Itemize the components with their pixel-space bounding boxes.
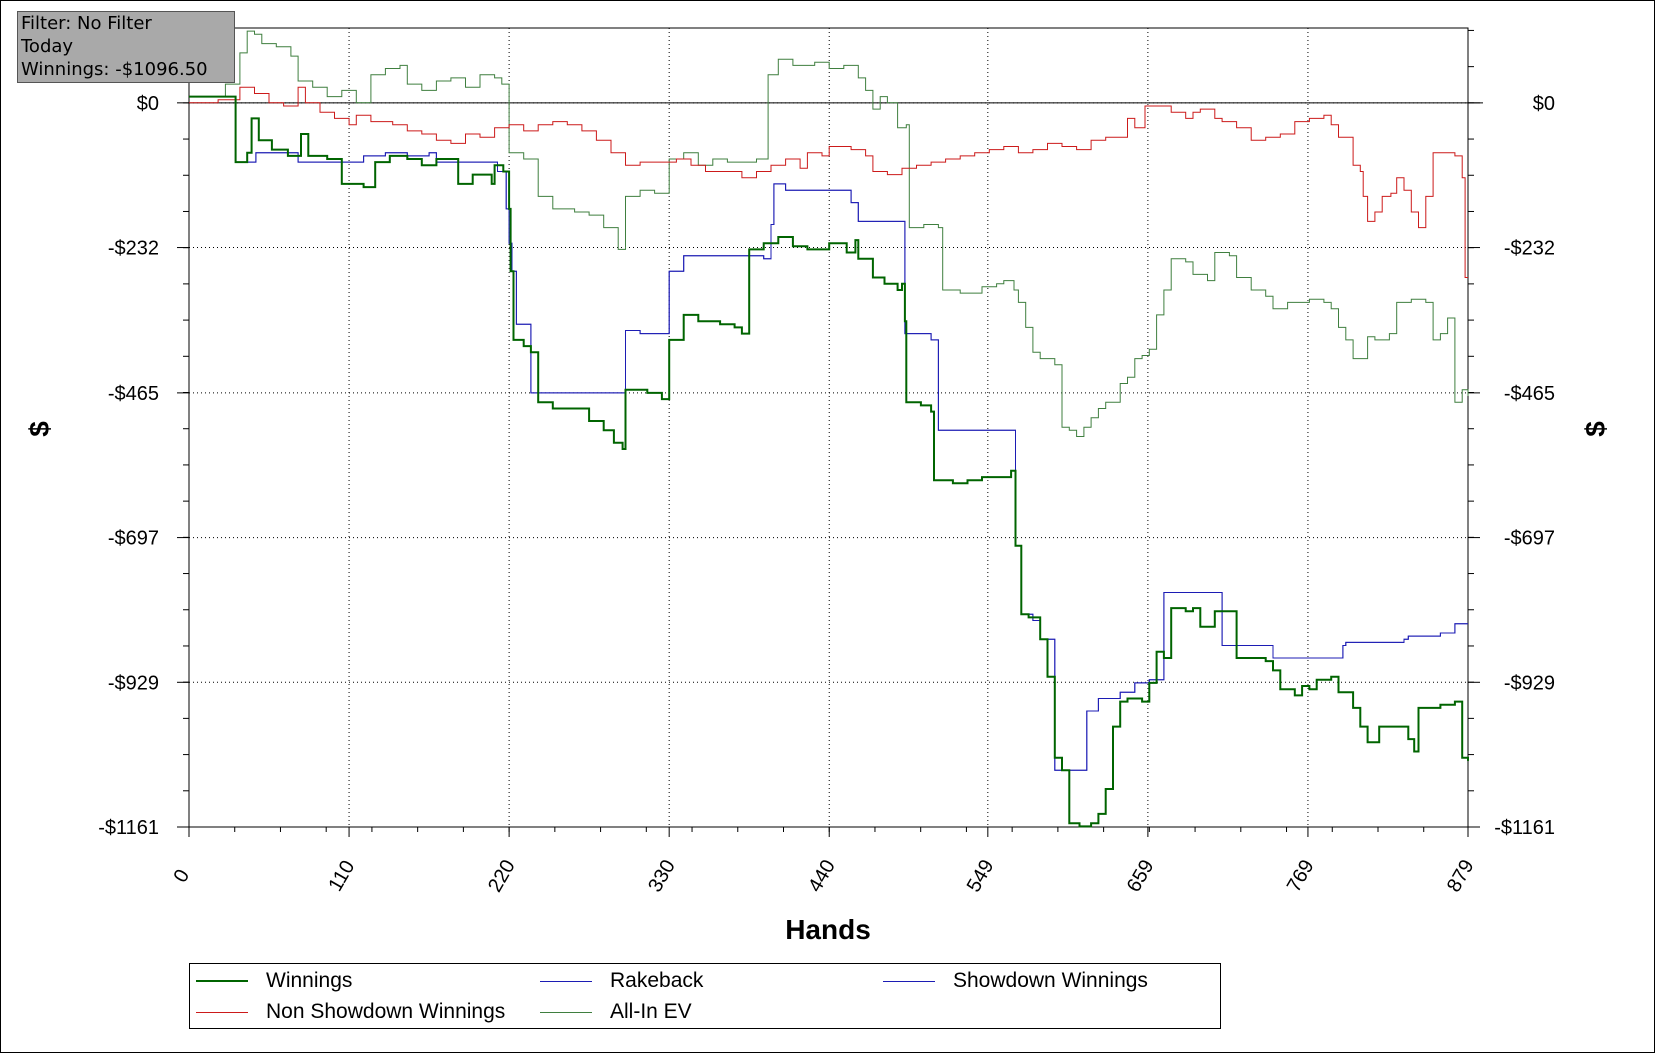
y-tick-label-left: -$1161 — [98, 817, 159, 839]
x-tick-label: 330 — [644, 856, 680, 896]
legend-label: All-In EV — [610, 1000, 692, 1023]
plot-frame — [188, 27, 1469, 828]
legend-item-rakeback: Rakeback — [540, 966, 703, 996]
legend-label: Winnings — [266, 969, 353, 992]
legend-item-winnings: Winnings — [196, 966, 352, 996]
series-line-winnings — [189, 95, 1469, 828]
legend-item-non-showdown-winnings: Non Showdown Winnings — [196, 997, 505, 1027]
x-tick-label: 769 — [1283, 856, 1319, 896]
y-tick-label-left: -$697 — [108, 528, 159, 550]
legend-swatch — [540, 1011, 592, 1013]
y-tick-label-left: -$232 — [108, 238, 159, 260]
legend-item-all-in-ev: All-In EV — [540, 997, 692, 1027]
y-axis-label-left: $ — [24, 421, 55, 437]
legend-swatch — [196, 980, 248, 982]
y-tick-label-left: -$465 — [108, 383, 159, 405]
grid — [189, 28, 1468, 827]
y-tick-label-right: -$1161 — [1494, 817, 1555, 839]
filter-info-box: Filter: No Filter Today Winnings: -$1096… — [17, 11, 235, 83]
series-line-rakeback — [189, 96, 1468, 771]
series-line-non-showdown-winnings — [189, 86, 1468, 278]
legend-swatch — [883, 980, 935, 982]
x-tick-label: 879 — [1443, 856, 1479, 896]
x-tick-label: 549 — [963, 856, 999, 896]
plot-area — [189, 30, 1469, 828]
winnings-total-text: Winnings: -$1096.50 — [21, 59, 208, 80]
legend-label: Showdown Winnings — [953, 969, 1148, 992]
x-tick-label: 110 — [324, 857, 359, 896]
series-line-showdown-winnings — [189, 96, 1468, 771]
legend-label: Rakeback — [610, 969, 704, 992]
y-axis-label-right: $ — [1580, 421, 1611, 437]
legend: Winnings Rakeback Showdown Winnings Non … — [189, 963, 1221, 1029]
x-tick-label: 440 — [804, 856, 840, 896]
legend-label: Non Showdown Winnings — [266, 1000, 506, 1023]
x-tick-label: 220 — [484, 856, 520, 896]
y-tick-label-right: $0 — [1533, 93, 1555, 115]
axes: 0 110 220 330 440 549 659 769 879 $0 $0 -$232 -$232 -… — [98, 27, 1555, 896]
period-text: Today — [21, 36, 74, 57]
x-axis-label: Hands — [785, 914, 871, 945]
filter-text: Filter: No Filter — [21, 13, 152, 34]
series-line-all-in-ev — [189, 30, 1469, 437]
legend-item-showdown-winnings: Showdown Winnings — [883, 966, 1148, 996]
y-tick-label-right: -$929 — [1504, 672, 1555, 694]
legend-swatch — [196, 1011, 248, 1013]
y-tick-label-left: $0 — [137, 93, 159, 115]
x-tick-label: 0 — [169, 866, 194, 887]
legend-swatch — [540, 980, 592, 982]
y-tick-label-right: -$232 — [1504, 238, 1555, 260]
y-tick-label-left: -$929 — [108, 672, 159, 694]
y-tick-label-right: -$697 — [1504, 528, 1555, 550]
y-tick-label-right: -$465 — [1504, 383, 1555, 405]
x-tick-label: 659 — [1123, 856, 1159, 896]
